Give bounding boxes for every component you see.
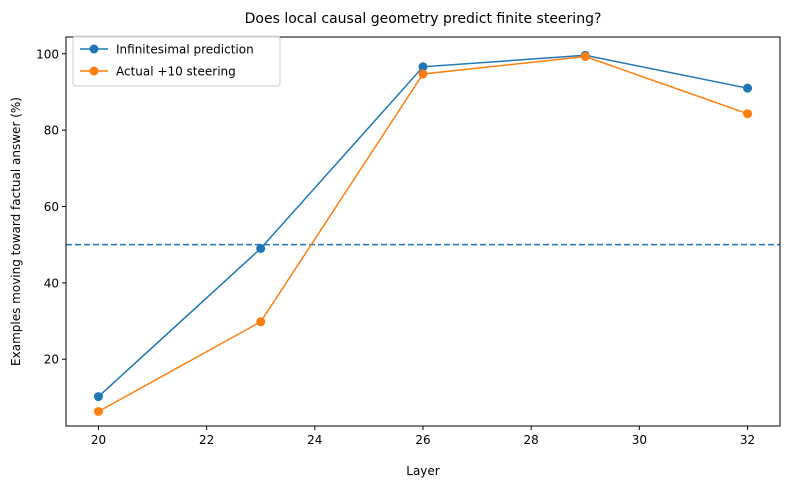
series-1-point-1 [93, 392, 103, 402]
y-tick-label: 80 [44, 124, 59, 138]
x-tick-label: 30 [632, 433, 647, 447]
legend-label-2: Actual +10 steering [116, 65, 236, 79]
legend-marker-1 [89, 44, 99, 54]
series-2-point-5 [743, 109, 753, 119]
chart-title: Does local causal geometry predict finit… [245, 11, 602, 27]
x-tick-label: 32 [740, 433, 755, 447]
series-2-point-4 [580, 51, 590, 61]
series-2-point-2 [256, 317, 266, 327]
y-tick-label: 20 [44, 353, 59, 367]
x-tick-label: 24 [307, 433, 322, 447]
x-axis-label: Layer [406, 464, 440, 478]
series-2-point-3 [418, 69, 428, 79]
x-tick-label: 26 [415, 433, 430, 447]
x-tick-label: 28 [524, 433, 539, 447]
series-1-point-3 [418, 62, 428, 72]
legend-label-1: Infinitesimal prediction [116, 43, 254, 57]
series-2-point-1 [93, 406, 103, 416]
x-tick-label: 22 [199, 433, 214, 447]
y-tick-label: 40 [44, 276, 59, 290]
x-tick-label: 20 [91, 433, 106, 447]
legend-box [72, 35, 281, 87]
series-1-point-5 [743, 83, 753, 93]
y-axis-label: Examples moving toward factual answer (%… [9, 97, 23, 366]
plot-area [66, 37, 780, 426]
legend: Infinitesimal prediction Actual +10 steer… [72, 35, 281, 87]
series-1-point-2 [256, 243, 266, 253]
legend-marker-2 [89, 66, 99, 76]
y-tick-label: 60 [44, 200, 59, 214]
y-tick-label: 100 [36, 47, 59, 61]
